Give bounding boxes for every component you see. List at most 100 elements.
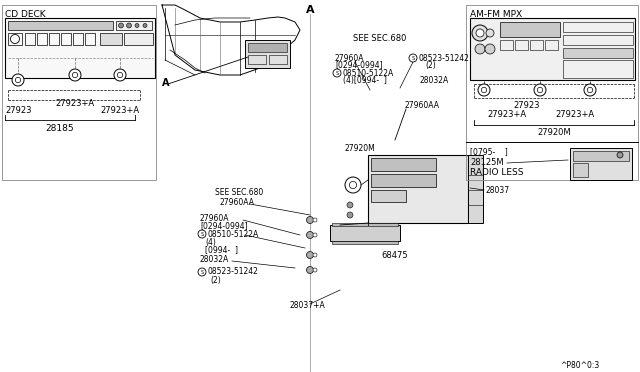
Bar	[468, 155, 483, 223]
Bar	[25, 33, 35, 45]
Bar	[269, 55, 287, 64]
Circle shape	[347, 202, 353, 208]
Bar	[500, 40, 513, 50]
Text: 28037: 28037	[486, 186, 510, 195]
Text: 27923+A: 27923+A	[55, 99, 94, 108]
Circle shape	[198, 268, 206, 276]
Text: [0795-    ]: [0795- ]	[470, 148, 508, 157]
Bar	[563, 22, 633, 32]
Bar	[573, 163, 588, 177]
Text: 27923+A: 27923+A	[555, 109, 594, 119]
Circle shape	[333, 69, 341, 77]
Bar	[8, 33, 22, 45]
Circle shape	[313, 268, 317, 272]
Circle shape	[114, 69, 126, 81]
Text: (4): (4)	[205, 237, 216, 247]
Bar	[371, 174, 436, 187]
Text: 27923: 27923	[5, 106, 31, 115]
Circle shape	[15, 77, 20, 83]
Text: ^P80^0:3: ^P80^0:3	[560, 360, 599, 369]
Bar	[100, 33, 122, 45]
Circle shape	[476, 29, 484, 37]
Bar	[73, 33, 83, 45]
Text: 28032A: 28032A	[420, 76, 449, 84]
Bar	[573, 151, 629, 161]
Circle shape	[472, 25, 488, 41]
Circle shape	[347, 212, 353, 218]
Text: 08523-51242: 08523-51242	[419, 54, 470, 62]
Text: 28032A: 28032A	[200, 256, 229, 264]
Circle shape	[534, 84, 546, 96]
Circle shape	[307, 251, 314, 259]
Circle shape	[12, 74, 24, 86]
Circle shape	[127, 23, 131, 28]
Bar	[545, 40, 558, 50]
Text: 27920M: 27920M	[537, 128, 571, 137]
Text: [0294-0994]: [0294-0994]	[200, 221, 248, 231]
Text: (2): (2)	[210, 276, 221, 285]
Circle shape	[617, 152, 623, 158]
Bar	[563, 35, 633, 45]
Circle shape	[588, 87, 593, 93]
Text: (2): (2)	[425, 61, 436, 70]
Circle shape	[307, 231, 314, 238]
Circle shape	[538, 87, 543, 93]
Bar	[61, 33, 71, 45]
Bar	[500, 22, 560, 37]
Circle shape	[486, 29, 494, 37]
Text: [0294-0994]: [0294-0994]	[335, 61, 383, 70]
Circle shape	[117, 72, 123, 78]
Bar	[530, 40, 543, 50]
Circle shape	[475, 44, 485, 54]
Circle shape	[69, 69, 81, 81]
Bar	[466, 5, 638, 180]
Text: A: A	[306, 5, 314, 15]
Bar	[49, 33, 59, 45]
Bar	[8, 21, 113, 30]
Text: 08510-5122A: 08510-5122A	[343, 68, 394, 77]
Circle shape	[313, 253, 317, 257]
Bar	[515, 40, 528, 50]
Text: AM-FM MPX: AM-FM MPX	[470, 10, 522, 19]
Text: 27923: 27923	[514, 100, 540, 109]
Text: 68475: 68475	[381, 250, 408, 260]
Circle shape	[409, 54, 417, 62]
Bar	[470, 18, 635, 80]
Bar	[248, 55, 266, 64]
Text: SEE SEC.680: SEE SEC.680	[353, 33, 406, 42]
Circle shape	[198, 230, 206, 238]
Circle shape	[307, 266, 314, 273]
Text: 28125M: 28125M	[470, 157, 504, 167]
Bar	[371, 190, 406, 202]
Circle shape	[349, 182, 356, 189]
Text: 27923+A: 27923+A	[487, 109, 526, 119]
Text: A: A	[162, 78, 170, 88]
Text: [0994-  ]: [0994- ]	[205, 246, 238, 254]
Bar	[330, 225, 400, 241]
Text: SEE SEC.680: SEE SEC.680	[215, 187, 263, 196]
Text: 08510-5122A: 08510-5122A	[208, 230, 259, 238]
Text: 27960A: 27960A	[200, 214, 230, 222]
Text: S: S	[412, 55, 415, 61]
Circle shape	[10, 35, 19, 44]
Text: CD DECK: CD DECK	[5, 10, 45, 19]
Bar	[332, 223, 398, 226]
Text: (4)[0994-  ]: (4)[0994- ]	[343, 76, 387, 84]
Circle shape	[118, 23, 124, 28]
Text: 27923+A: 27923+A	[100, 106, 139, 115]
Circle shape	[135, 23, 139, 28]
Circle shape	[307, 217, 314, 224]
Circle shape	[143, 23, 147, 28]
Bar	[2, 5, 156, 180]
Bar	[563, 60, 633, 78]
Bar	[245, 40, 290, 68]
Circle shape	[313, 218, 317, 222]
Text: 28185: 28185	[45, 124, 74, 132]
Bar	[5, 18, 155, 78]
Text: 28037+A: 28037+A	[290, 301, 326, 310]
Text: S: S	[335, 71, 339, 76]
Bar	[116, 21, 152, 30]
Text: 27960AA: 27960AA	[405, 100, 440, 109]
Bar	[248, 43, 287, 52]
Text: 08523-51242: 08523-51242	[208, 267, 259, 276]
